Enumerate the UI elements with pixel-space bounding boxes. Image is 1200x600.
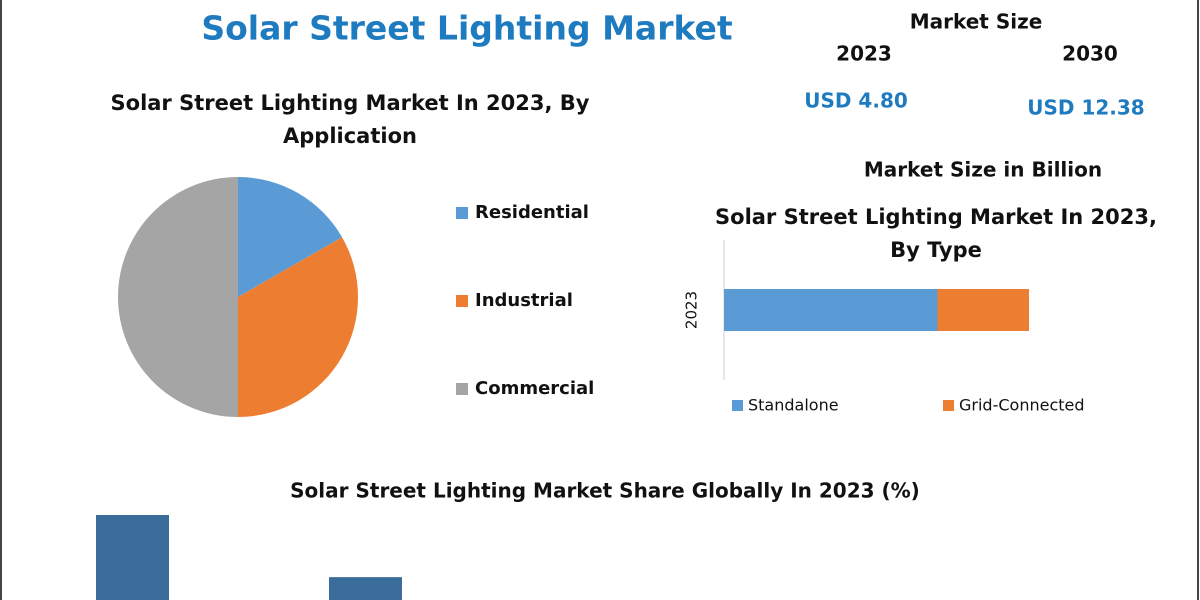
bar [329,577,402,600]
chart-title: Solar Street Lighting Market Share Globa… [290,479,920,503]
legend-label: Grid-Connected [959,396,1085,415]
year: 2023 [836,42,892,66]
y-tick-label: 2023 [683,291,701,329]
pie-slice [238,237,358,417]
legend-swatch [456,383,468,395]
market-size-label: Market Size [910,10,1043,34]
year: 2030 [1062,42,1118,66]
market-size: USD 12.38 [1027,96,1144,120]
legend-label: Standalone [748,396,839,415]
unit-note: Market Size in Billion [864,158,1102,182]
legend-swatch [456,207,468,219]
chart-title: Solar Street Lighting Market In 2023, By … [715,205,1157,262]
pie-slice [118,177,238,417]
main-title: Solar Street Lighting Market [201,9,733,48]
pie-slice [238,177,343,297]
bar-segment [937,289,1029,331]
bar-segment [724,289,938,331]
market-size: USD 4.80 [804,89,908,113]
legend-swatch [732,400,743,411]
bar [96,515,169,600]
legend-label: Residential [475,202,589,223]
chart-title: Solar Street Lighting Market In 2023, By… [111,91,590,148]
legend-swatch [943,400,954,411]
legend-label: Industrial [475,290,573,311]
legend-label: Commercial [475,378,594,399]
legend-swatch [456,295,468,307]
